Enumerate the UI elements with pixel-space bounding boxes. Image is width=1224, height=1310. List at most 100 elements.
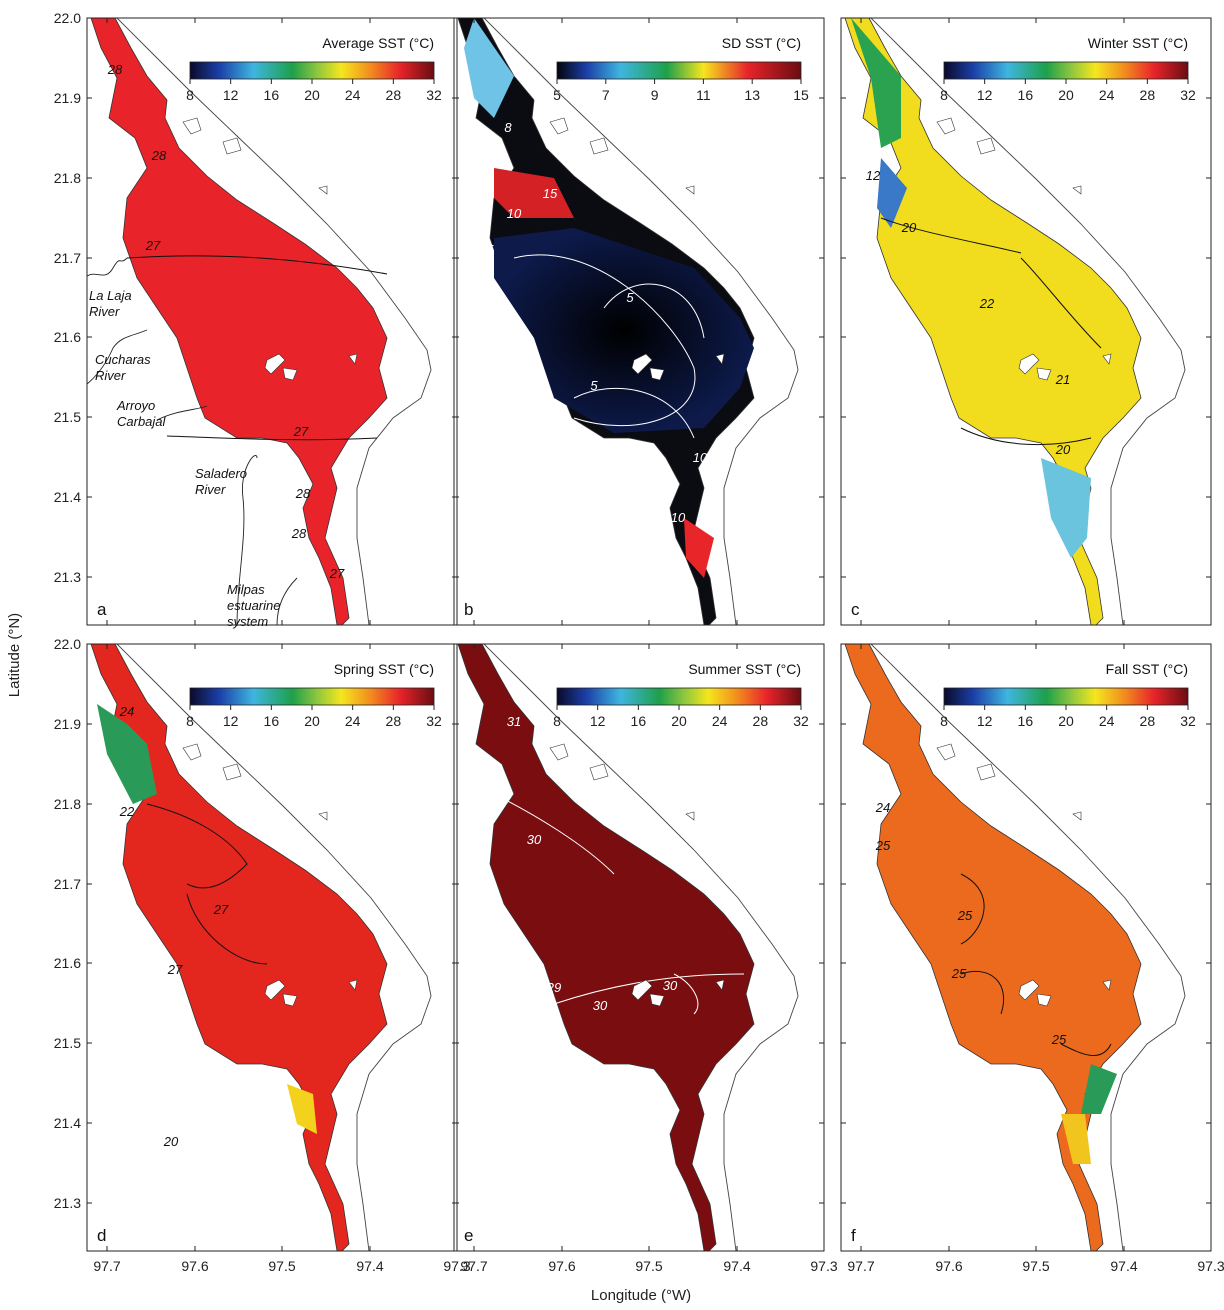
isotherm-line xyxy=(960,970,1005,1015)
colorbar-tick-label: 13 xyxy=(744,87,760,103)
isotherm-line xyxy=(146,803,248,889)
island xyxy=(631,979,653,1001)
contour-label: 22 xyxy=(119,804,135,819)
contour-label: 10 xyxy=(507,206,522,221)
colorbar-tick-label: 32 xyxy=(1180,713,1196,729)
island xyxy=(976,137,996,155)
map-area: 24 25 25 25 25 xyxy=(844,644,1186,1251)
colorbar-tick-label: 24 xyxy=(1099,713,1115,729)
contour-label: 28 xyxy=(291,526,307,541)
contour-label: 21 xyxy=(1055,372,1070,387)
island xyxy=(318,811,328,821)
contour-label: 24 xyxy=(875,800,890,815)
panel-f: 24 25 25 25 25 97.7 97.6 97.5 97.4 97.3 Fall SST (… xyxy=(840,643,1224,1274)
panel-grid: 28 28 27 27 28 28 27 22.0 21.9 21.8 21.7 21.6 21.5 21… xyxy=(54,10,1224,1274)
colorbar-tick-label: 24 xyxy=(712,713,728,729)
panel-b: 8 15 10 5 5 5 10 10 SD SST (°C) 5 7 9 11 13 15 b xyxy=(453,17,825,626)
lat-tick-label: 21.7 xyxy=(54,250,81,266)
isotherm-line xyxy=(126,255,388,275)
lat-tick-label: 21.4 xyxy=(54,489,81,505)
lagoon-fill xyxy=(844,644,1142,1251)
contour-label: 27 xyxy=(167,962,183,977)
river-line xyxy=(86,329,148,385)
colorbar-ramp xyxy=(943,61,1189,80)
island xyxy=(649,993,665,1007)
island xyxy=(936,117,956,135)
winter-north-band xyxy=(851,18,901,148)
colorbar-title: Spring SST (°C) xyxy=(334,661,434,677)
contour-label: 20 xyxy=(1055,442,1071,457)
sd-hot-band xyxy=(494,168,574,218)
panel-d: 24 22 27 27 20 22.0 21.9 21.8 21.7 21.6 21.5 21.4 21… xyxy=(54,636,471,1274)
contour-label: 27 xyxy=(145,238,161,253)
panel-letter: f xyxy=(851,1226,856,1245)
contour-label: 27 xyxy=(329,566,345,581)
contour-label: 5 xyxy=(626,290,634,305)
colorbar: SD SST (°C) 5 7 9 11 13 15 xyxy=(553,35,809,103)
colorbar-ramp xyxy=(189,61,435,80)
island xyxy=(318,185,328,195)
panel-letter: a xyxy=(97,600,107,619)
contour-label: 30 xyxy=(663,978,678,993)
colorbar: Spring SST (°C) 8 12 16 20 24 28 32 xyxy=(186,661,442,729)
contour-label: 30 xyxy=(527,832,542,847)
island xyxy=(222,763,242,781)
island xyxy=(1102,353,1112,365)
isotherm-line xyxy=(186,893,268,965)
isotherm-line xyxy=(960,873,985,945)
island xyxy=(1072,185,1082,195)
river-line xyxy=(156,405,208,421)
colorbar: Average SST (°C) 8 12 16 20 24 28 32 xyxy=(186,35,442,103)
contour-label: 27 xyxy=(213,902,229,917)
isotherm-line xyxy=(493,793,615,875)
panel-letter: d xyxy=(97,1226,106,1245)
island xyxy=(589,763,609,781)
contour-label: 27 xyxy=(293,424,309,439)
colorbar: Winter SST (°C) 8 12 16 20 24 28 32 xyxy=(940,35,1196,103)
panel-c: 12 20 22 21 20 Winter SST (°C) 8 12 16 20 24 28 32 c xyxy=(840,17,1212,626)
island xyxy=(182,743,202,761)
colorbar-tick-label: 28 xyxy=(1140,87,1156,103)
contour-label: 30 xyxy=(593,998,608,1013)
panel-frame xyxy=(453,17,825,626)
fall-south-warm xyxy=(1061,1114,1091,1164)
lat-tick-label: 21.5 xyxy=(54,409,81,425)
colorbar-tick-label: 11 xyxy=(696,87,711,103)
colorbar-tick-label: 8 xyxy=(186,87,194,103)
sd-south-hot xyxy=(684,518,714,578)
panel-a: 28 28 27 27 28 28 27 22.0 21.9 21.8 21.7 21.6 21.5 21… xyxy=(54,10,458,629)
isotherm-line xyxy=(1020,257,1102,349)
island xyxy=(1072,811,1082,821)
panel-frame xyxy=(453,643,825,1252)
isotherm-line xyxy=(166,435,378,441)
panel-letter: e xyxy=(464,1226,473,1245)
colorbar-tick-label: 16 xyxy=(264,713,280,729)
colorbar-tick-label: 16 xyxy=(1018,87,1034,103)
island xyxy=(976,763,996,781)
colorbar-tick-label: 24 xyxy=(345,713,361,729)
colorbar-title: Fall SST (°C) xyxy=(1106,661,1188,677)
island xyxy=(222,137,242,155)
island xyxy=(1018,979,1040,1001)
colorbar-tick-label: 12 xyxy=(977,87,993,103)
island xyxy=(649,367,665,381)
y-axis-title: Latitude (°N) xyxy=(6,613,23,697)
colorbar-tick-label: 15 xyxy=(793,87,809,103)
coastline xyxy=(116,18,432,625)
coastline xyxy=(483,644,799,1251)
colorbar-tick-label: 8 xyxy=(940,713,948,729)
isotherm-line xyxy=(603,283,705,339)
island xyxy=(348,979,358,991)
panel-frame xyxy=(840,643,1212,1252)
lon-tick-label: 97.6 xyxy=(548,1258,575,1274)
colorbar-tick-label: 20 xyxy=(1058,87,1074,103)
island xyxy=(589,137,609,155)
lat-tick-label: 21.3 xyxy=(54,569,81,585)
colorbar: Summer SST (°C) 8 12 16 20 24 28 32 xyxy=(553,661,809,729)
colorbar-title: SD SST (°C) xyxy=(722,35,801,51)
island xyxy=(1018,353,1040,375)
island xyxy=(348,353,358,365)
contour-label: 15 xyxy=(543,186,558,201)
colorbar-tick-label: 24 xyxy=(345,87,361,103)
sd-north-band xyxy=(464,18,514,118)
